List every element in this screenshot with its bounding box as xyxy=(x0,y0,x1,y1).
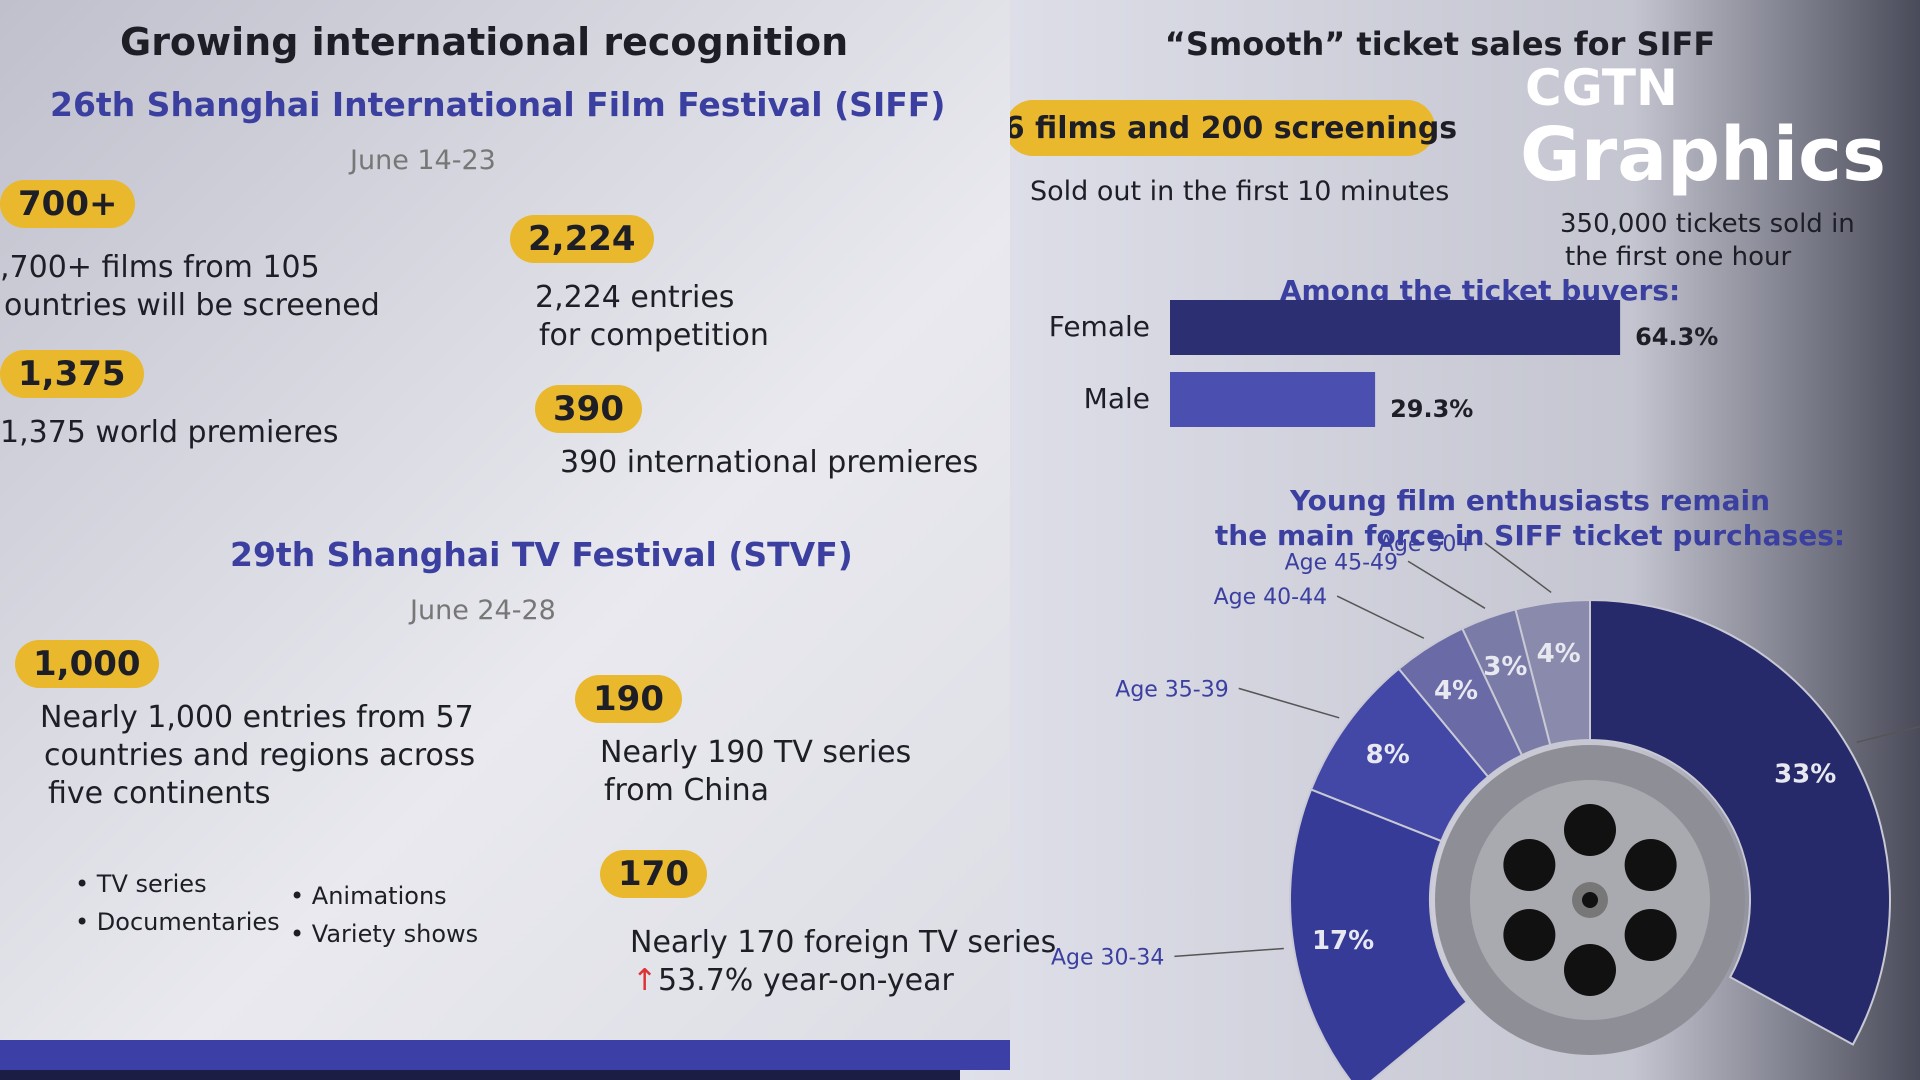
slice-name: Age 40-44 xyxy=(1214,585,1327,610)
stat-text: 1,375 world premieres xyxy=(0,415,339,450)
donut-slice xyxy=(1589,598,1891,1046)
stat-text: for competition xyxy=(539,318,769,353)
left-title: Growing international recognition xyxy=(120,20,849,64)
bar-label: Female xyxy=(1049,310,1150,343)
note: 350,000 tickets sold in xyxy=(1560,209,1855,239)
stat-text: ountries will be screened xyxy=(4,288,380,323)
right-title: “Smooth” ticket sales for SIFF xyxy=(1165,25,1715,63)
donut-slice xyxy=(1289,788,1469,1080)
badge: 1,375 xyxy=(0,350,144,398)
value-label: 64.3% xyxy=(1635,323,1718,351)
left-panel: Growing international recognition 26th S… xyxy=(0,0,1056,1070)
badge: 170 xyxy=(600,850,707,898)
slice-name: Age 45-49 xyxy=(1285,550,1398,575)
slice-name: Age 30-34 xyxy=(1051,945,1164,970)
reel-hole xyxy=(1503,839,1556,891)
slice-label: 33% xyxy=(1774,760,1836,790)
badge: 36 films and 200 screenings xyxy=(983,111,1457,146)
dates: June 24-28 xyxy=(410,595,556,626)
badge: 1,000 xyxy=(15,640,159,688)
stat-text: countries and regions across xyxy=(44,738,476,773)
bullet: • TV series xyxy=(75,870,207,898)
bullet: • Variety shows xyxy=(290,920,479,948)
bullet: • Animations xyxy=(290,882,447,910)
slice-name: Age 35-39 xyxy=(1115,677,1228,702)
slice-label: 4% xyxy=(1434,676,1478,706)
reel-hole xyxy=(1624,909,1677,961)
badge: 700+ xyxy=(0,180,136,228)
up-arrow: ↑ xyxy=(632,963,658,998)
note: the first one hour xyxy=(1565,242,1792,272)
badge-note: Sold out in the first 10 minutes xyxy=(1030,176,1449,207)
badge: 190 xyxy=(575,675,682,723)
festival-name: 26th Shanghai International Film Festiva… xyxy=(50,85,946,124)
donut-slice xyxy=(1397,627,1524,779)
leader-line xyxy=(1407,560,1486,609)
donut-title: Young film enthusiasts remain xyxy=(1289,484,1770,517)
badge: 390 xyxy=(535,385,642,433)
stat-text: Nearly 1,000 entries from 57 xyxy=(40,700,474,735)
reel-hole xyxy=(1564,804,1616,856)
stat-text: ↑ 53.7% year-on-year xyxy=(632,963,954,998)
stat-text: ,700+ films from 105 xyxy=(0,250,320,285)
donut-title: the main force in SIFF ticket purchases: xyxy=(1215,519,1845,552)
stat-text: five continents xyxy=(48,776,271,811)
reel-axle xyxy=(1582,892,1598,908)
leader-line xyxy=(1174,947,1284,958)
donut-slice xyxy=(1514,598,1591,747)
leader-line xyxy=(1336,595,1425,639)
slice-name: Age 50+ xyxy=(1379,532,1475,557)
badge: 2,224 xyxy=(510,215,654,263)
dates: June 14-23 xyxy=(350,145,496,176)
stat-text: 390 international premieres xyxy=(560,445,979,480)
badge-bg xyxy=(1005,100,1435,156)
reel-hole xyxy=(1503,909,1556,961)
bullet: • Documentaries xyxy=(75,908,280,936)
leader-line xyxy=(1856,725,1920,743)
stat-text: from China xyxy=(604,773,770,808)
slice-label: 3% xyxy=(1483,652,1527,682)
logo-brand: CGTN xyxy=(1525,59,1678,117)
slice-label: 4% xyxy=(1537,639,1581,669)
slice-label: 17% xyxy=(1312,926,1374,956)
stat-text: Nearly 190 TV series xyxy=(600,735,912,770)
leader-line xyxy=(1238,687,1340,719)
bar-label: Male xyxy=(1084,382,1150,415)
stat-text: Nearly 170 foreign TV series xyxy=(630,925,1057,960)
slice-label: 8% xyxy=(1366,740,1410,770)
leader-line xyxy=(1484,542,1552,594)
bar xyxy=(1170,372,1376,427)
festival-name: 29th Shanghai TV Festival (STVF) xyxy=(230,535,853,574)
donut-slice xyxy=(1309,667,1490,843)
bar xyxy=(1170,300,1621,355)
logo-name: Graphics xyxy=(1520,112,1886,198)
value-label: 29.3% xyxy=(1390,395,1473,423)
donut-slice xyxy=(1460,608,1552,757)
stat-text: 2,224 entries xyxy=(535,280,735,315)
reel-hole xyxy=(1564,944,1616,996)
reel-hole xyxy=(1624,839,1677,891)
